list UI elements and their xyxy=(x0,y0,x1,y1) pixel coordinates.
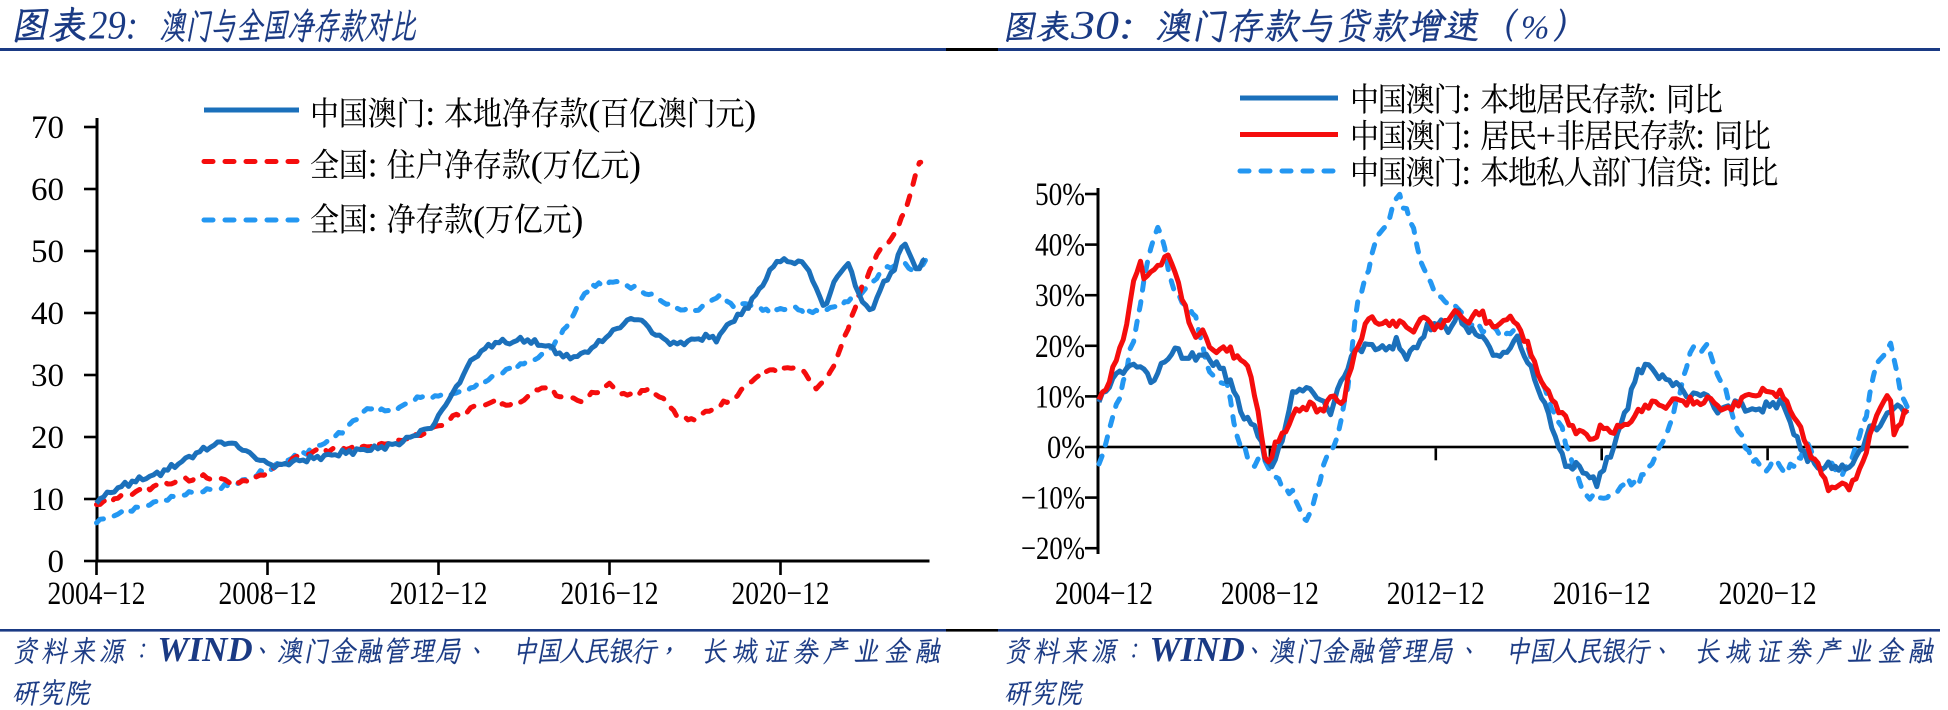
svg-text:10%: 10% xyxy=(1035,379,1085,415)
svg-text:): ) xyxy=(629,145,641,185)
svg-text:2004−12: 2004−12 xyxy=(48,576,146,612)
svg-text:50%: 50% xyxy=(1035,177,1085,213)
svg-text:2008−12: 2008−12 xyxy=(219,576,317,612)
svg-text::: : xyxy=(1461,116,1471,156)
svg-text:WIND: WIND xyxy=(157,630,252,669)
svg-text:WIND: WIND xyxy=(1150,630,1245,669)
svg-text:50: 50 xyxy=(31,234,64,270)
svg-text:(: ( xyxy=(588,93,600,133)
svg-text:2020−12: 2020−12 xyxy=(732,576,830,612)
svg-text:20%: 20% xyxy=(1035,329,1085,365)
svg-text:60: 60 xyxy=(31,172,64,208)
svg-text:%: % xyxy=(1521,10,1549,47)
svg-text:30:: 30: xyxy=(1070,3,1135,48)
svg-text:30: 30 xyxy=(31,358,64,394)
svg-text:29:: 29: xyxy=(89,3,138,48)
svg-text:): ) xyxy=(744,93,756,133)
svg-text::: : xyxy=(1695,116,1705,156)
svg-text::: : xyxy=(368,145,378,185)
svg-text:2012−12: 2012−12 xyxy=(1387,576,1485,612)
svg-text:2012−12: 2012−12 xyxy=(390,576,488,612)
svg-text:−20%: −20% xyxy=(1021,531,1085,567)
svg-text:2016−12: 2016−12 xyxy=(561,576,659,612)
svg-text:+: + xyxy=(1536,116,1556,156)
svg-text:30%: 30% xyxy=(1035,278,1085,314)
svg-text:40: 40 xyxy=(31,296,64,332)
svg-text::: : xyxy=(1461,79,1471,119)
svg-text:70: 70 xyxy=(31,110,64,146)
svg-text::: : xyxy=(1703,152,1713,192)
svg-text:2004−12: 2004−12 xyxy=(1055,576,1153,612)
svg-text:(: ( xyxy=(473,199,485,239)
svg-text:(: ( xyxy=(531,145,543,185)
svg-text::: : xyxy=(1647,79,1657,119)
svg-text:2008−12: 2008−12 xyxy=(1221,576,1319,612)
svg-text::: : xyxy=(1461,152,1471,192)
svg-text:0%: 0% xyxy=(1047,430,1085,466)
svg-text:): ) xyxy=(571,199,583,239)
svg-text:−10%: −10% xyxy=(1021,481,1085,517)
svg-text:0: 0 xyxy=(48,544,65,580)
svg-text:40%: 40% xyxy=(1035,228,1085,264)
svg-text::: : xyxy=(425,93,435,133)
svg-text:20: 20 xyxy=(31,420,64,456)
svg-text:2016−12: 2016−12 xyxy=(1553,576,1651,612)
svg-text:10: 10 xyxy=(31,482,64,518)
svg-text:2020−12: 2020−12 xyxy=(1719,576,1817,612)
svg-text::: : xyxy=(368,199,378,239)
